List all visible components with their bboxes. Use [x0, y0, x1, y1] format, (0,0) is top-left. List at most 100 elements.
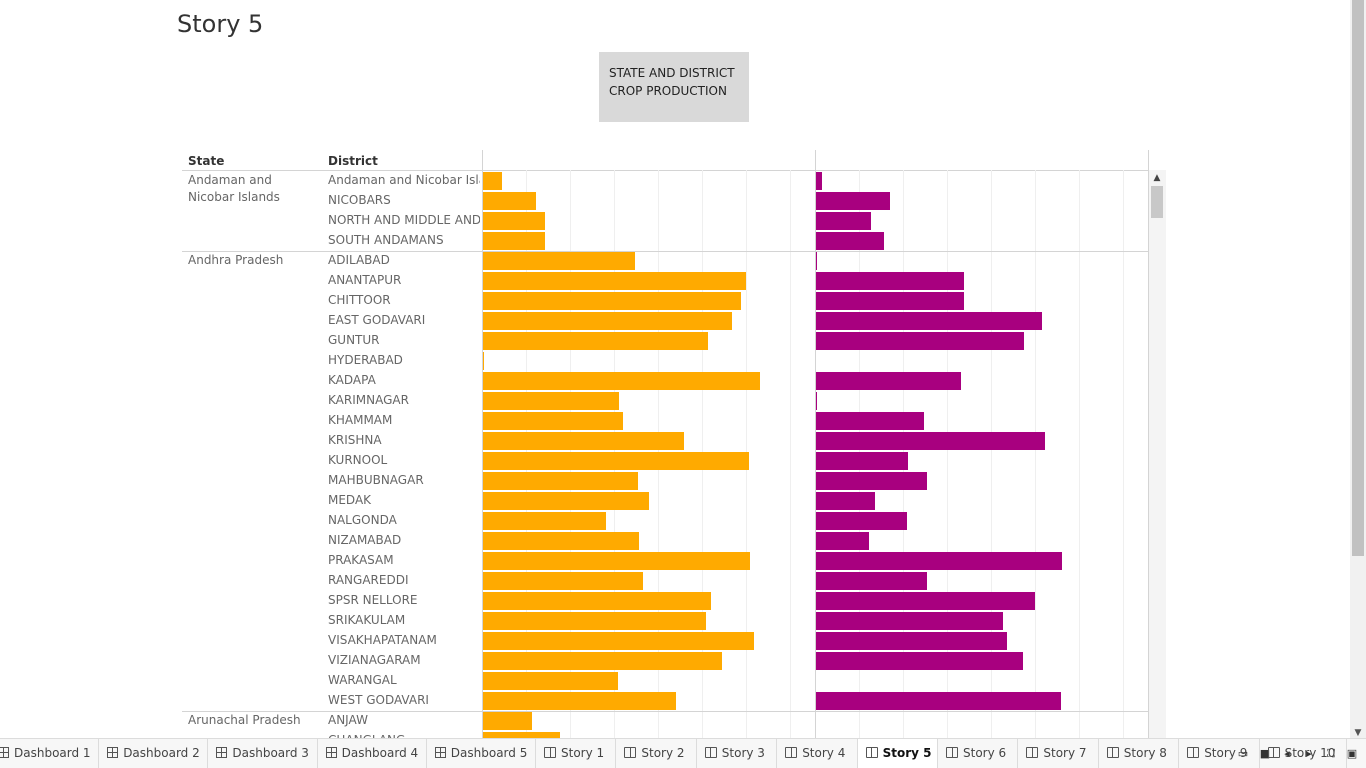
area-bar[interactable]: [816, 532, 869, 550]
filmstrip-icon[interactable]: ■: [1259, 747, 1271, 760]
area-bar[interactable]: [816, 272, 964, 290]
district-label[interactable]: SPSR NELLORE: [328, 593, 418, 607]
production-bar[interactable]: [483, 212, 545, 230]
district-label[interactable]: KHAMMAM: [328, 413, 393, 427]
prev-arrow-icon[interactable]: ◂: [1284, 747, 1290, 760]
state-column-header[interactable]: State: [188, 154, 225, 168]
tab-story-6[interactable]: Story 6: [938, 739, 1019, 768]
district-label[interactable]: KURNOOL: [328, 453, 388, 467]
production-bar[interactable]: [483, 492, 649, 510]
production-bar[interactable]: [483, 372, 760, 390]
district-label[interactable]: SRIKAKULAM: [328, 613, 406, 627]
district-label[interactable]: NORTH AND MIDDLE AND..: [328, 213, 480, 227]
production-bar[interactable]: [483, 632, 754, 650]
production-bar[interactable]: [483, 412, 623, 430]
page-scroll-thumb[interactable]: [1352, 0, 1364, 556]
production-bar[interactable]: [483, 652, 722, 670]
area-bar[interactable]: [816, 292, 964, 310]
district-label[interactable]: PRAKASAM: [328, 553, 394, 567]
district-label[interactable]: ANANTAPUR: [328, 273, 402, 287]
sheet-sorter-icon[interactable]: ▭: [1237, 747, 1249, 760]
production-bar[interactable]: [483, 732, 560, 738]
district-label[interactable]: RANGAREDDI: [328, 573, 409, 587]
area-bar[interactable]: [816, 632, 1007, 650]
page-scroll-down-icon[interactable]: ▼: [1354, 728, 1362, 738]
production-bar[interactable]: [483, 332, 708, 350]
district-label[interactable]: NALGONDA: [328, 513, 397, 527]
next-arrow-icon[interactable]: ▸: [1306, 747, 1312, 760]
district-label[interactable]: KRISHNA: [328, 433, 382, 447]
district-label[interactable]: MEDAK: [328, 493, 372, 507]
tab-dashboard-3[interactable]: Dashboard 3: [208, 739, 318, 768]
district-column-header[interactable]: District: [328, 154, 378, 168]
district-label[interactable]: CHANGLANG: [328, 733, 480, 738]
district-label[interactable]: ADILABAD: [328, 253, 390, 267]
area-bar[interactable]: [816, 552, 1062, 570]
fullscreen-icon[interactable]: ⛶: [1327, 747, 1335, 760]
area-bar[interactable]: [816, 512, 907, 530]
area-bar[interactable]: [816, 172, 822, 190]
tab-story-9[interactable]: Story 9: [1179, 739, 1260, 768]
district-label[interactable]: KARIMNAGAR: [328, 393, 409, 407]
tab-dashboard-4[interactable]: Dashboard 4: [318, 739, 427, 768]
district-label[interactable]: ANJAW: [328, 713, 368, 727]
district-label[interactable]: SOUTH ANDAMANS: [328, 233, 444, 247]
production-bar[interactable]: [483, 232, 545, 250]
production-bar[interactable]: [483, 392, 619, 410]
production-bar[interactable]: [483, 672, 618, 690]
production-bar[interactable]: [483, 312, 732, 330]
production-bar[interactable]: [483, 712, 532, 730]
district-label[interactable]: GUNTUR: [328, 333, 380, 347]
tab-story-3[interactable]: Story 3: [697, 739, 778, 768]
production-bar[interactable]: [483, 452, 749, 470]
district-label[interactable]: Andaman and Nicobar Isla..: [328, 173, 480, 187]
chart-scrollbar[interactable]: ▲: [1148, 170, 1166, 738]
production-bar[interactable]: [483, 292, 741, 310]
tab-dashboard-2[interactable]: Dashboard 2: [99, 739, 209, 768]
production-bar[interactable]: [483, 432, 684, 450]
tab-story-10[interactable]: Story 10: [1260, 739, 1348, 768]
district-label[interactable]: WEST GODAVARI: [328, 693, 429, 707]
area-bar[interactable]: [816, 592, 1035, 610]
district-label[interactable]: EAST GODAVARI: [328, 313, 426, 327]
production-bar[interactable]: [483, 472, 638, 490]
area-bar[interactable]: [816, 612, 1003, 630]
page-scrollbar[interactable]: ▼: [1350, 0, 1366, 740]
production-bar[interactable]: [483, 192, 536, 210]
state-label[interactable]: Andhra Pradesh: [188, 253, 284, 267]
present-icon[interactable]: ▣: [1346, 747, 1358, 760]
tab-story-2[interactable]: Story 2: [616, 739, 697, 768]
area-bar[interactable]: [816, 692, 1061, 710]
production-bar[interactable]: [483, 612, 706, 630]
area-bar[interactable]: [816, 412, 924, 430]
tab-dashboard-1[interactable]: Dashboard 1: [0, 739, 100, 768]
district-label[interactable]: HYDERABAD: [328, 353, 403, 367]
production-bar[interactable]: [483, 252, 635, 270]
state-label[interactable]: Arunachal Pradesh: [188, 713, 301, 727]
production-bar[interactable]: [483, 512, 606, 530]
district-label[interactable]: NICOBARS: [328, 193, 391, 207]
production-bar[interactable]: [483, 572, 643, 590]
area-bar[interactable]: [816, 472, 927, 490]
district-label[interactable]: CHITTOOR: [328, 293, 391, 307]
production-bar[interactable]: [483, 532, 639, 550]
tab-story-4[interactable]: Story 4: [777, 739, 858, 768]
story-point-caption[interactable]: STATE AND DISTRICT CROP PRODUCTION: [599, 52, 749, 122]
production-bar[interactable]: [483, 352, 484, 370]
district-label[interactable]: WARANGAL: [328, 673, 397, 687]
area-bar[interactable]: [816, 452, 908, 470]
production-bar[interactable]: [483, 552, 750, 570]
tab-story-8[interactable]: Story 8: [1099, 739, 1180, 768]
area-bar[interactable]: [816, 232, 884, 250]
production-bar[interactable]: [483, 592, 711, 610]
district-label[interactable]: NIZAMABAD: [328, 533, 402, 547]
area-bar[interactable]: [816, 432, 1045, 450]
area-bar[interactable]: [816, 392, 817, 410]
tab-story-5[interactable]: Story 5: [857, 739, 938, 768]
chart-scroll-thumb[interactable]: [1151, 186, 1163, 218]
area-bar[interactable]: [816, 212, 871, 230]
state-label[interactable]: Andaman and Nicobar Islands: [188, 173, 280, 204]
chart-scroll-up-icon[interactable]: ▲: [1153, 173, 1161, 183]
area-bar[interactable]: [816, 372, 961, 390]
production-bar[interactable]: [483, 272, 746, 290]
